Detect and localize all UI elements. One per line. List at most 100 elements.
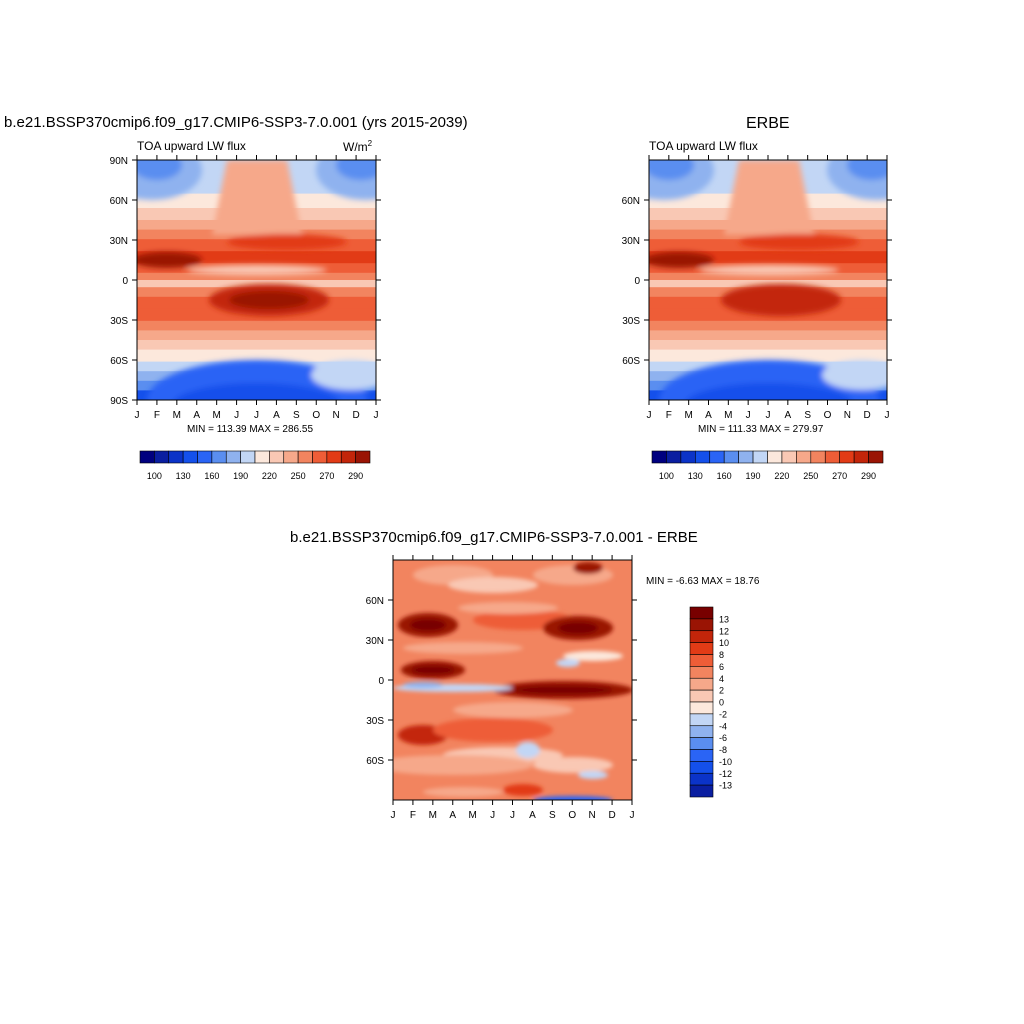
panel-diff-blob [403, 682, 443, 688]
panel-diff-colorbar-swatch [689, 713, 714, 727]
panel-diff-blob [453, 702, 573, 718]
panel-obs-colorbar: 100 130 160 190 220 250 270 290 [651, 450, 884, 481]
panel-model-nh-band [227, 234, 347, 250]
panel-model-colorbar-label: 160 [204, 471, 219, 481]
panel-obs-xtick-label: M [684, 410, 692, 421]
panel-diff-colorbar-swatch [689, 606, 714, 620]
panel-obs-colorbar-swatch [839, 450, 855, 464]
panel-model-xtick-label: A [193, 410, 200, 421]
panel-obs-xtick-label: J [746, 410, 751, 421]
panel-obs-xtick-label: O [824, 410, 832, 421]
panel-obs-minmax: MIN = 111.33 MAX = 279.97 [698, 424, 824, 435]
panel-diff-blob [448, 577, 538, 593]
panel-diff-colorbar-swatch [689, 725, 714, 738]
panel-diff-colorbar-label: -10 [719, 757, 732, 767]
panel-obs-colorbar-label: 250 [803, 471, 818, 481]
panel-diff-plot: J F M A M J J A S O N D J 60N 30N 0 30S 60S [366, 555, 637, 821]
panel-model-band [137, 330, 376, 341]
panel-model-colorbar-swatch [240, 450, 256, 464]
panel-obs-colorbar-swatch [868, 450, 884, 464]
panel-model-colorbar-swatch [225, 450, 241, 464]
panel-model-units-label: W/m2 [343, 139, 373, 154]
panel-diff-colorbar-label: 13 [719, 614, 729, 624]
panel-diff-ytick-label: 60N [366, 596, 384, 607]
panel-diff-ytick-label: 30N [366, 636, 384, 647]
panel-model-equator-low [187, 265, 327, 275]
panel-diff-xtick-label: J [391, 810, 396, 821]
panel-diff-blob [533, 757, 613, 773]
panel-obs-colorbar-swatch [680, 450, 696, 464]
panel-obs-south-cold-core [686, 383, 852, 400]
panel-model-xtick-label: J [135, 410, 140, 421]
panel-obs-colorbar-label: 220 [774, 471, 789, 481]
panel-model-colorbar-swatch [326, 450, 342, 464]
panel-model-xtick-label: D [352, 410, 359, 421]
panel-obs-ytick-label: 0 [634, 276, 640, 287]
panel-model-south-cold-core [174, 383, 340, 400]
panel-diff-colorbar-swatch [689, 749, 714, 762]
panel-model-sh-max-core [229, 291, 309, 309]
panel-model-north-cold-core [336, 160, 376, 180]
panel-diff-blob [533, 796, 613, 800]
panel-model-xtick-label: J [254, 410, 259, 421]
panel-obs-colorbar-label: 160 [717, 471, 732, 481]
panel-diff-blob [503, 784, 543, 796]
panel-model-ytick-label: 90N [110, 156, 128, 167]
panel-obs-xtick-label: A [705, 410, 712, 421]
panel-model-colorbar-swatch [182, 450, 198, 464]
panel-diff-colorbar-swatch [689, 689, 714, 703]
panel-model-colorbar-swatch [168, 450, 184, 464]
panel-obs-band [649, 340, 887, 351]
panel-obs-colorbar-swatch [723, 450, 739, 464]
panel-model-colorbar-label: 130 [176, 471, 191, 481]
panel-diff-blob [393, 755, 533, 775]
panel-diff-colorbar-swatch [689, 618, 714, 632]
panel-model-north-cold-core [137, 160, 182, 180]
panel-diff-blob [558, 622, 598, 634]
panel-obs-colorbar-swatch [752, 450, 768, 464]
panel-diff-colorbar-swatch [689, 784, 714, 798]
panel-obs-band [649, 349, 887, 363]
panel-obs-xtick-label: A [784, 410, 791, 421]
panel-diff-colorbar-label: 4 [719, 674, 724, 684]
panel-model-title: b.e21.BSSP370cmip6.f09_g17.CMIP6-SSP3-7.… [4, 114, 468, 131]
panel-model-colorbar-label: 100 [147, 471, 162, 481]
panel-model-colorbar-swatch [197, 450, 213, 464]
panel-model-colorbar-label: 250 [291, 471, 306, 481]
panel-diff-xtick-label: M [468, 810, 476, 821]
panel-model-colorbar-swatch [139, 450, 155, 464]
panel-diff-colorbar-label: 10 [719, 638, 729, 648]
panel-diff-xtick-label: O [568, 810, 576, 821]
panel-obs-title: ERBE [746, 115, 790, 132]
panel-model-colorbar-swatch [154, 450, 170, 464]
panel-diff-colorbar-swatch [689, 654, 714, 667]
panel-diff-colorbar-swatch [689, 701, 714, 715]
panel-model-xtick-label: J [374, 410, 379, 421]
panel-diff-blob [573, 562, 603, 574]
panel-diff-xtick-label: F [410, 810, 416, 821]
panel-model-colorbar-swatch [355, 450, 371, 464]
panel-diff-blob [410, 619, 446, 631]
panel-model-xtick-label: O [312, 410, 320, 421]
panel-model-colorbar-swatch [211, 450, 227, 464]
panel-obs-colorbar-label: 100 [659, 471, 674, 481]
panel-obs-ytick-label: 30N [622, 236, 640, 247]
panel-obs-ytick-label: 60N [622, 196, 640, 207]
panel-model-colorbar-label: 290 [348, 471, 363, 481]
panel-model-ytick-label: 0 [122, 276, 128, 287]
panel-obs-colorbar-label: 270 [832, 471, 847, 481]
panel-diff-colorbar-swatch [689, 772, 714, 786]
panel-diff-blob [423, 787, 503, 797]
panel-obs-xtick-label: F [666, 410, 672, 421]
panel-obs-xtick-label: J [647, 410, 652, 421]
panel-obs-colorbar-swatch [695, 450, 711, 464]
panel-diff-colorbar-label: -4 [719, 721, 727, 731]
panel-obs-xtick-label: J [766, 410, 771, 421]
panel-obs-colorbar-swatch [853, 450, 869, 464]
panel-model-colorbar: 100 130 160 190 220 250 270 290 [139, 450, 371, 481]
panel-diff-blob [433, 718, 553, 742]
panel-diff-ytick-label: 60S [366, 756, 384, 767]
panel-diff-xtick-label: J [630, 810, 635, 821]
panel-obs-colorbar-swatch [810, 450, 826, 464]
panel-model-band [137, 272, 376, 281]
